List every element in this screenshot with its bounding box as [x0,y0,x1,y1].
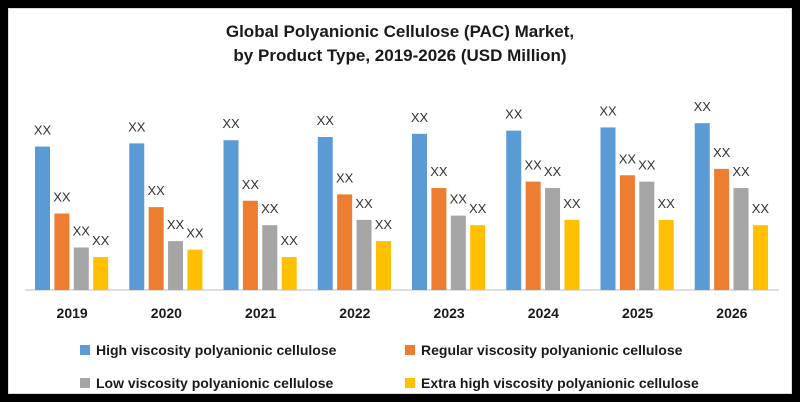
bar-2025-series-2 [619,175,635,290]
bar-2019-series-1 [35,146,50,290]
x-tick-label: 2022 [339,305,370,321]
data-label: XX [147,183,165,198]
data-label: XX [658,196,676,211]
x-tick-label: 2020 [151,305,182,321]
data-label: XX [713,145,731,160]
chart-subtitle: by Product Type, 2019-2026 (USD Million) [233,46,567,65]
data-label: XX [430,164,448,179]
data-label: XX [242,177,260,192]
bar-2021-series-3 [262,225,278,290]
bar-2025-series-3 [639,181,655,290]
data-label: XX [694,99,712,114]
data-label: XX [411,110,429,125]
data-label: XX [167,217,185,232]
data-label: XX [638,158,656,173]
data-label: XX [92,233,110,248]
data-label: XX [281,233,299,248]
data-label: XX [752,201,770,216]
data-label: XX [524,158,542,173]
data-label: XX [317,113,335,128]
bar-2026-series-2 [714,168,730,290]
chart-title: Global Polyanionic Cellulose (PAC) Marke… [0,20,800,68]
data-label: XX [563,196,581,211]
x-tick-label: 2026 [716,305,747,321]
bar-2021-series-4 [281,257,297,290]
data-label: XX [186,226,204,241]
data-label: XX [505,107,523,122]
bar-2020-series-1 [129,143,145,290]
chart-title-line1: Global Polyanionic Cellulose (PAC) Marke… [225,22,575,41]
bar-2024-series-2 [525,181,541,290]
bar-2026-series-1 [694,123,710,290]
bar-2023-series-3 [450,215,466,290]
bar-2019-series-2 [54,213,70,290]
bar-2024-series-3 [545,188,561,290]
bar-2023-series-1 [412,133,427,290]
data-label: XX [73,224,91,239]
bar-2023-series-2 [431,188,447,290]
x-tick-label: 2021 [245,305,276,321]
data-label: XX [469,201,487,216]
x-tick-label: 2024 [528,305,559,321]
bar-2026-series-3 [733,188,749,290]
data-label: XX [619,151,637,166]
bar-2022-series-2 [337,194,353,290]
x-tick-label: 2023 [434,305,465,321]
data-label: XX [261,201,279,216]
bar-2022-series-3 [356,219,372,290]
x-tick-label: 2019 [57,305,88,321]
bar-2020-series-3 [168,241,184,290]
bar-2026-series-4 [752,225,768,290]
data-label: XX [450,192,468,207]
bar-2021-series-1 [223,140,239,290]
data-label: XX [128,119,146,134]
data-label: XX [34,123,52,138]
data-label: XX [222,116,240,131]
data-label: XX [53,190,71,205]
bar-2022-series-1 [317,137,333,290]
data-label: XX [544,164,562,179]
bar-2022-series-4 [375,241,391,290]
bar-2020-series-2 [148,207,164,290]
bar-2019-series-4 [93,257,109,290]
bar-2021-series-2 [242,200,258,290]
data-label: XX [599,103,617,118]
bar-2020-series-4 [187,249,203,290]
bar-2024-series-4 [564,219,580,290]
bar-2025-series-4 [658,219,674,290]
bar-2025-series-1 [600,127,616,290]
data-label: XX [375,217,393,232]
bar-2023-series-4 [470,225,486,290]
bar-2024-series-1 [506,130,522,290]
x-tick-label: 2025 [622,305,653,321]
data-label: XX [355,196,373,211]
bar-2019-series-3 [73,247,89,290]
data-label: XX [732,164,750,179]
data-label: XX [336,170,354,185]
